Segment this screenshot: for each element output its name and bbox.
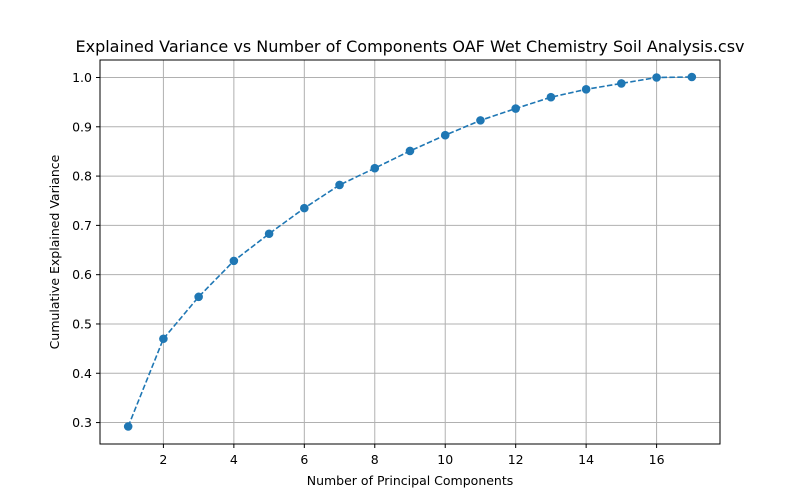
data-point <box>687 72 697 82</box>
y-tick-label: 0.5 <box>72 316 92 331</box>
y-tick-label: 0.3 <box>72 415 92 430</box>
data-point <box>335 180 344 190</box>
plot-area <box>123 72 697 431</box>
y-tick-label: 0.6 <box>72 267 92 282</box>
data-point <box>123 422 133 431</box>
x-tick-label: 4 <box>230 452 238 467</box>
data-point <box>476 116 485 125</box>
y-tick-label: 0.9 <box>72 119 92 134</box>
grid <box>100 60 720 444</box>
data-point <box>159 334 168 344</box>
data-point <box>511 104 520 113</box>
y-axis-label: Cumulative Explained Variance <box>47 154 62 349</box>
ticks: 2 4 6 8 10 12 14 16 0.3 0.4 0.5 0.6 0.7 0.8 0.9 1.0 <box>72 70 664 467</box>
x-tick-label: 12 <box>508 452 524 467</box>
data-point <box>229 256 239 266</box>
data-point <box>405 146 415 156</box>
data-point <box>264 229 274 239</box>
data-point <box>300 203 309 213</box>
data-point <box>652 73 661 82</box>
x-axis-label: Number of Principal Components <box>307 473 514 488</box>
chart-title: Explained Variance vs Number of Componen… <box>75 37 744 56</box>
y-tick-label: 0.8 <box>72 169 92 184</box>
data-point <box>370 163 380 173</box>
x-tick-label: 6 <box>300 452 308 467</box>
data-point <box>440 130 450 140</box>
series-line <box>127 76 692 427</box>
data-point <box>581 85 591 94</box>
x-tick-label: 2 <box>159 452 167 467</box>
data-point <box>194 292 203 302</box>
y-tick-label: 0.7 <box>72 218 92 233</box>
x-tick-label: 16 <box>649 452 665 467</box>
data-point <box>617 79 626 88</box>
x-tick-label: 8 <box>371 452 379 467</box>
x-tick-label: 14 <box>578 452 594 467</box>
x-tick-label: 10 <box>437 452 453 467</box>
axes-frame <box>99 59 721 445</box>
data-point <box>546 92 556 102</box>
y-tick-label: 0.4 <box>72 366 92 381</box>
y-tick-label: 1.0 <box>72 70 92 85</box>
